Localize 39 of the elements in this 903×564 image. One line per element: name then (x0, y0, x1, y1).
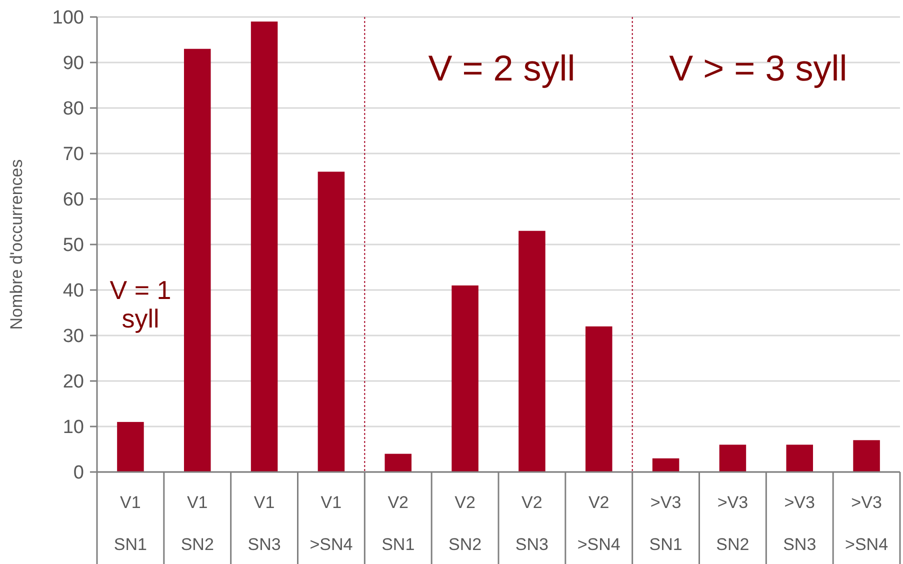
bar (184, 48, 211, 472)
annotation: V = 1 syll (110, 275, 172, 334)
category-label: V1 SN3 (248, 493, 281, 554)
category-label: V2 SN2 (448, 493, 482, 554)
bar (853, 440, 880, 472)
y-tick-label: 0 (73, 462, 84, 484)
bar (452, 285, 478, 472)
y-tick-label: 20 (62, 372, 84, 393)
bar (652, 458, 680, 472)
annotation: V > = 3 syll (669, 48, 848, 89)
bar (250, 22, 278, 472)
y-tick-label: 40 (62, 280, 84, 302)
bar (786, 444, 814, 472)
category-label: V1 SN1 (114, 493, 147, 554)
bar (585, 326, 612, 472)
y-tick-label: 50 (62, 235, 84, 256)
bar (384, 454, 412, 472)
y-tick-label: 60 (62, 190, 84, 211)
y-tick-label: 70 (62, 144, 84, 166)
category-label: V2 >SN4 (577, 493, 620, 554)
bar (719, 444, 746, 472)
category-label: V1 >SN4 (310, 493, 353, 554)
category-label: >V3 SN1 (649, 493, 682, 554)
category-label: V2 SN3 (515, 493, 548, 554)
category-label: V1 SN2 (180, 493, 214, 554)
annotation: V = 2 syll (428, 48, 576, 89)
y-tick-label: 90 (62, 53, 84, 74)
category-label: >V3 SN2 (716, 493, 750, 554)
category-label: >V3 >SN4 (845, 493, 888, 554)
y-tick-label: 80 (62, 98, 84, 120)
y-tick-label: 100 (52, 8, 84, 29)
bar (117, 422, 144, 472)
y-tick-label: 30 (62, 326, 84, 348)
category-label: >V3 SN3 (783, 493, 816, 554)
y-tick-label: 10 (62, 417, 84, 438)
category-label: V2 SN1 (382, 493, 415, 554)
y-axis-title: Nombre d'occurrences (7, 159, 26, 330)
bar (518, 230, 546, 472)
bar (318, 172, 345, 472)
